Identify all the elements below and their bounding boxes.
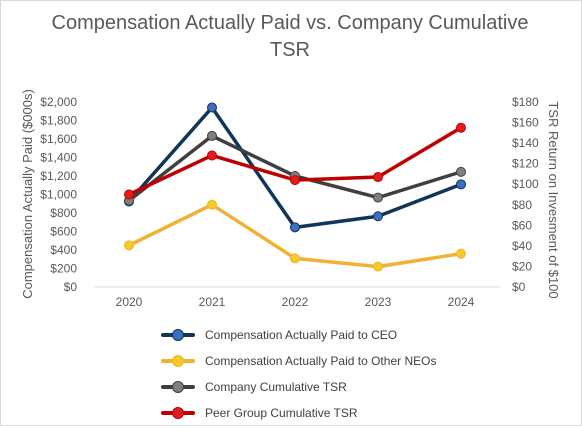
- legend-label-ceo: Compensation Actually Paid to CEO: [205, 328, 398, 342]
- y2-tick-label: $160: [512, 116, 539, 130]
- y-tick-label: $0: [64, 280, 78, 294]
- legend-dot-peer-tsr: [172, 407, 184, 419]
- legend-dot-ceo: [172, 329, 184, 341]
- legend-dot-company-tsr: [172, 381, 184, 393]
- data-point-compensation-actually-paid-to-ceo: [290, 222, 300, 233]
- y2-tick-label: $100: [512, 177, 539, 191]
- data-point-peer-group-cumulative-tsr: [290, 175, 300, 186]
- data-point-peer-group-cumulative-tsr: [124, 189, 134, 200]
- left-axis-ticks: $0 $200 $400 $600 $800 $1,000 $1,200 $1,400 $1,6…: [40, 95, 77, 294]
- x-tick-label: 2023: [365, 295, 392, 309]
- data-point-company-cumulative-tsr: [207, 130, 217, 141]
- x-tick-label: 2022: [282, 295, 309, 309]
- legend-item-ceo: Compensation Actually Paid to CEO: [161, 322, 436, 348]
- data-point-company-cumulative-tsr: [456, 166, 466, 177]
- data-point-company-cumulative-tsr: [373, 192, 383, 203]
- y2-tick-label: $40: [512, 239, 532, 253]
- y2-tick-label: $0: [512, 280, 526, 294]
- legend-swatch-company-tsr: [161, 380, 201, 394]
- y-axis-title: Compensation Actually Paid ($000s): [20, 89, 35, 299]
- series-markers: [124, 102, 466, 272]
- y2-tick-label: $120: [512, 157, 539, 171]
- legend-dot-other-neos: [172, 355, 184, 367]
- data-point-compensation-actually-paid-to-other-neos: [373, 261, 383, 272]
- legend-label-other-neos: Compensation Actually Paid to Other NEOs: [205, 354, 437, 368]
- legend-item-company-tsr: Company Cumulative TSR: [161, 374, 436, 400]
- y-tick-label: $400: [50, 243, 77, 257]
- legend-swatch-peer-tsr: [161, 406, 201, 420]
- data-point-compensation-actually-paid-to-ceo: [456, 179, 466, 190]
- data-point-compensation-actually-paid-to-other-neos: [124, 240, 134, 251]
- y-tick-label: $1,000: [40, 188, 77, 202]
- y-tick-label: $2,000: [40, 95, 77, 109]
- data-point-compensation-actually-paid-to-other-neos: [456, 248, 466, 259]
- y-tick-label: $800: [50, 206, 77, 220]
- data-point-compensation-actually-paid-to-ceo: [207, 102, 217, 113]
- data-point-peer-group-cumulative-tsr: [373, 172, 383, 183]
- legend-swatch-ceo: [161, 328, 201, 342]
- data-point-compensation-actually-paid-to-other-neos: [290, 253, 300, 264]
- chart-title: Compensation Actually Paid vs. Company C…: [40, 10, 540, 64]
- y2-tick-label: $60: [512, 218, 532, 232]
- y-tick-label: $1,800: [40, 114, 77, 128]
- x-tick-label: 2020: [116, 295, 143, 309]
- data-point-peer-group-cumulative-tsr: [207, 150, 217, 161]
- y2-tick-label: $180: [512, 95, 539, 109]
- chart-title-line-1: Compensation Actually Paid vs. Company C…: [51, 12, 529, 34]
- legend-label-peer-tsr: Peer Group Cumulative TSR: [205, 406, 358, 420]
- y2-tick-label: $80: [512, 198, 532, 212]
- legend: Compensation Actually Paid to CEO Compen…: [161, 322, 436, 426]
- x-tick-label: 2024: [448, 295, 475, 309]
- series-lines: [127, 105, 463, 269]
- x-tick-label: 2021: [199, 295, 226, 309]
- chart-title-line-2: TSR: [270, 39, 310, 61]
- y2-tick-label: $20: [512, 259, 532, 273]
- legend-label-company-tsr: Company Cumulative TSR: [205, 380, 347, 394]
- y-tick-label: $1,600: [40, 132, 77, 146]
- data-point-compensation-actually-paid-to-ceo: [373, 211, 383, 222]
- legend-item-peer-tsr: Peer Group Cumulative TSR: [161, 400, 436, 426]
- y-tick-label: $1,200: [40, 169, 77, 183]
- legend-swatch-other-neos: [161, 354, 201, 368]
- series-line-compensation-actually-paid-to-ceo: [127, 105, 463, 230]
- y2-axis-title: TSR Return on Invesment of $100: [546, 101, 561, 298]
- y2-tick-label: $140: [512, 136, 539, 150]
- data-point-peer-group-cumulative-tsr: [456, 122, 466, 133]
- data-point-compensation-actually-paid-to-other-neos: [207, 199, 217, 210]
- y-tick-label: $200: [50, 262, 77, 276]
- y-tick-label: $1,400: [40, 151, 77, 165]
- right-axis-ticks: $0 $20 $40 $60 $80 $100 $120 $140 $160 $180: [512, 95, 539, 294]
- y-tick-label: $600: [50, 225, 77, 239]
- legend-item-other-neos: Compensation Actually Paid to Other NEOs: [161, 348, 436, 374]
- x-axis-ticks: 2020 2021 2022 2023 2024: [116, 295, 475, 309]
